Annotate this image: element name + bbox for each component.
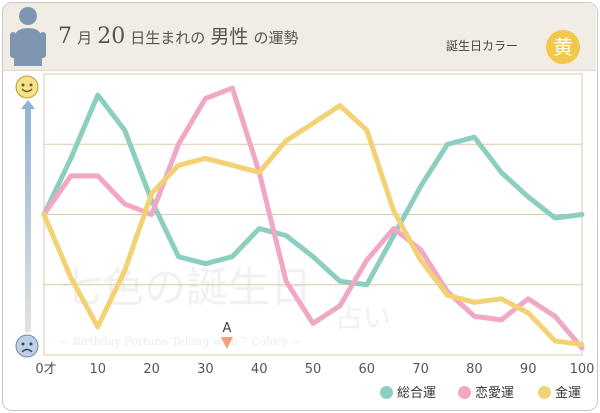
legend-swatch-money: [538, 386, 551, 399]
legend-item-overall: 総合運: [380, 382, 436, 401]
x-tick-label: 10: [90, 362, 107, 377]
watermark-tagline: — Birthday Fortune Telling with 7 Colors…: [58, 335, 302, 348]
legend-label-love: 恋愛運: [475, 386, 515, 401]
legend-swatch-love: [458, 386, 471, 399]
legend-label-overall: 総合運: [397, 386, 437, 401]
x-tick-label: 0才: [35, 362, 56, 377]
legend-item-money: 金運: [538, 382, 581, 401]
x-tick-label: 70: [412, 362, 429, 377]
title-day: 20: [97, 24, 126, 49]
series-line-love: [41, 85, 585, 351]
x-tick-label: 50: [305, 362, 322, 377]
x-tick-label: 30: [197, 362, 214, 377]
luck-scale-bar: [21, 100, 35, 332]
legend-label-money: 金運: [555, 386, 582, 401]
title-fortune-text: の運勢: [253, 29, 299, 47]
sad-face-icon: [15, 334, 39, 358]
watermark-title: 七色の誕生日: [60, 263, 312, 312]
watermark-subtitle: 占い: [335, 301, 391, 334]
x-tick-label: 100: [570, 362, 595, 377]
series-line-money: [41, 103, 585, 347]
age-marker-label: A: [222, 321, 231, 336]
male-figure-icon: [10, 7, 46, 66]
legend-item-love: 恋愛運: [458, 382, 514, 401]
x-tick-label: 90: [520, 362, 537, 377]
title-month-unit: 月: [77, 29, 93, 47]
page-title: 7 月 20 日生まれの 男性 の運勢: [58, 22, 299, 49]
age-marker-arrow-icon: [220, 337, 233, 349]
legend-swatch-overall: [380, 386, 393, 399]
birthday-color-label: 誕生日カラー: [446, 39, 519, 53]
x-tick-label: 60: [359, 362, 376, 377]
title-gender: 男性: [210, 26, 249, 48]
x-tick-label: 20: [143, 362, 160, 377]
x-tick-label: 40: [251, 362, 268, 377]
series-line-overall: [41, 92, 585, 288]
happy-face-icon: [15, 75, 39, 99]
title-birth-text: 日生まれの: [130, 29, 206, 47]
title-month: 7: [58, 24, 72, 49]
birthday-color-badge: 黄: [546, 30, 580, 64]
x-tick-label: 80: [466, 362, 483, 377]
header-bar: [3, 3, 596, 71]
watermark: 七色の誕生日 占い — Birthday Fortune Telling wit…: [58, 263, 391, 348]
